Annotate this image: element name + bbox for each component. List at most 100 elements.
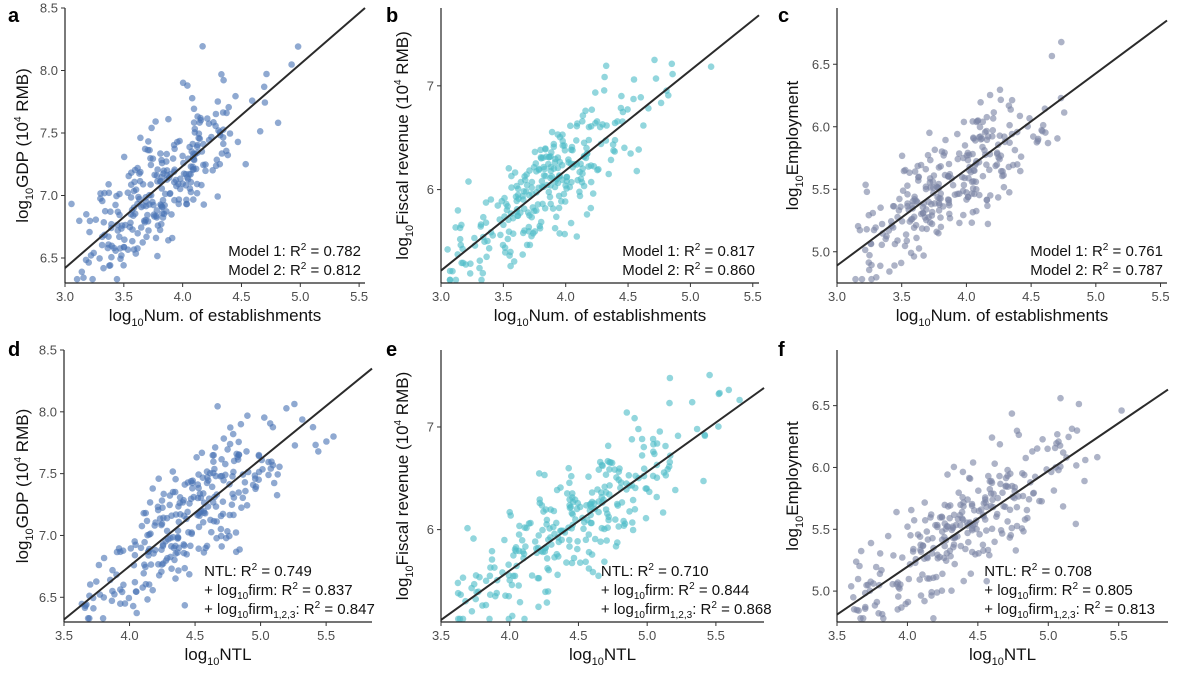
data-point: [566, 543, 573, 550]
annotation-sub: 1,2,3: [670, 610, 693, 621]
data-point: [226, 130, 234, 137]
data-point: [950, 511, 958, 519]
data-point: [560, 190, 568, 198]
data-point: [951, 560, 958, 568]
data-point: [1044, 139, 1052, 147]
x-tick-label: 3.0: [432, 289, 450, 304]
data-point: [92, 216, 100, 223]
data-point: [1013, 503, 1021, 511]
data-point: [868, 261, 875, 269]
data-point: [181, 602, 189, 609]
data-point: [204, 474, 211, 481]
x-tick-label: 4.0: [898, 628, 916, 643]
data-point: [966, 475, 974, 482]
data-point: [975, 487, 982, 494]
data-point: [916, 576, 923, 583]
data-point: [978, 506, 985, 513]
scatter-points: [78, 400, 337, 622]
y-axis-title-base: log: [783, 528, 802, 551]
data-point: [954, 190, 961, 198]
y-axis-title: log10GDP (104 RMB): [13, 409, 36, 564]
data-point: [135, 193, 142, 201]
data-point: [1025, 496, 1033, 503]
data-point: [627, 150, 634, 157]
y-axis-title-sup: 4: [13, 116, 24, 122]
data-point: [513, 197, 520, 205]
data-point: [532, 160, 540, 167]
data-point: [914, 162, 921, 170]
data-point: [553, 550, 561, 558]
annotation-text: firm: R: [645, 582, 689, 599]
data-point: [118, 588, 126, 596]
r2-annotation: Model 1: R2 = 0.817: [622, 242, 755, 260]
data-point: [185, 529, 192, 536]
data-point: [983, 527, 990, 534]
data-point: [917, 592, 925, 599]
data-point: [519, 251, 526, 258]
data-point: [1001, 133, 1008, 140]
data-point: [548, 128, 556, 136]
y-tick-label: 8.0: [39, 404, 57, 419]
data-point: [983, 113, 991, 121]
y-axis-title-base: log: [393, 237, 412, 260]
data-point: [132, 250, 140, 257]
y-axis-title-rest: Fiscal revenue (10: [393, 85, 412, 225]
data-point: [595, 498, 602, 505]
data-point: [862, 603, 869, 611]
data-point: [933, 573, 940, 581]
data-point: [638, 452, 646, 459]
data-point: [941, 501, 948, 509]
data-point: [579, 118, 586, 125]
data-point: [252, 485, 259, 493]
data-point: [483, 253, 490, 261]
data-point: [1013, 522, 1021, 530]
x-axis-title-rest: NTL: [604, 645, 636, 664]
data-point: [521, 615, 528, 623]
y-axis-title-rest: Employment: [783, 81, 802, 176]
data-point: [154, 166, 161, 173]
data-point: [225, 103, 232, 111]
x-axis-title-rest: NTL: [219, 645, 251, 664]
data-point: [1082, 456, 1089, 464]
annotation-sub: 1,2,3: [1053, 610, 1076, 621]
data-point: [196, 135, 204, 142]
data-point: [923, 528, 931, 535]
x-axis-title-base: log: [494, 306, 517, 325]
data-point: [82, 256, 90, 264]
data-point: [960, 211, 967, 219]
data-point: [183, 196, 190, 204]
data-point: [157, 150, 164, 157]
data-point: [931, 200, 938, 207]
data-point: [505, 561, 512, 568]
x-axis-title-sub: 10: [918, 317, 930, 329]
data-point: [960, 503, 967, 510]
data-point: [598, 524, 606, 532]
data-point: [553, 213, 560, 221]
data-point: [125, 594, 133, 602]
data-point: [78, 268, 86, 276]
annotation-text: + log: [204, 601, 237, 618]
data-point: [930, 184, 937, 191]
data-point: [165, 115, 172, 123]
data-point: [101, 207, 109, 215]
data-point: [915, 245, 923, 252]
data-point: [147, 561, 155, 568]
data-point: [899, 554, 906, 561]
data-point: [550, 140, 558, 148]
x-tick-label: 4.0: [174, 289, 192, 304]
data-point: [130, 187, 138, 195]
data-point: [946, 202, 953, 209]
data-point: [195, 523, 203, 531]
data-point: [587, 178, 595, 186]
data-point: [486, 572, 494, 580]
data-point: [186, 571, 193, 578]
annotation-value: = 0.837: [298, 582, 353, 599]
panel-letter: b: [386, 5, 398, 27]
data-point: [969, 208, 977, 216]
data-point: [561, 230, 568, 238]
y-tick-label: 6.5: [39, 590, 57, 605]
x-axis-title-rest: Num. of establishments: [529, 306, 707, 325]
x-tick-label: 4.5: [969, 628, 987, 643]
data-point: [466, 270, 474, 277]
r2-annotation: Model 1: R2 = 0.761: [1030, 242, 1163, 260]
